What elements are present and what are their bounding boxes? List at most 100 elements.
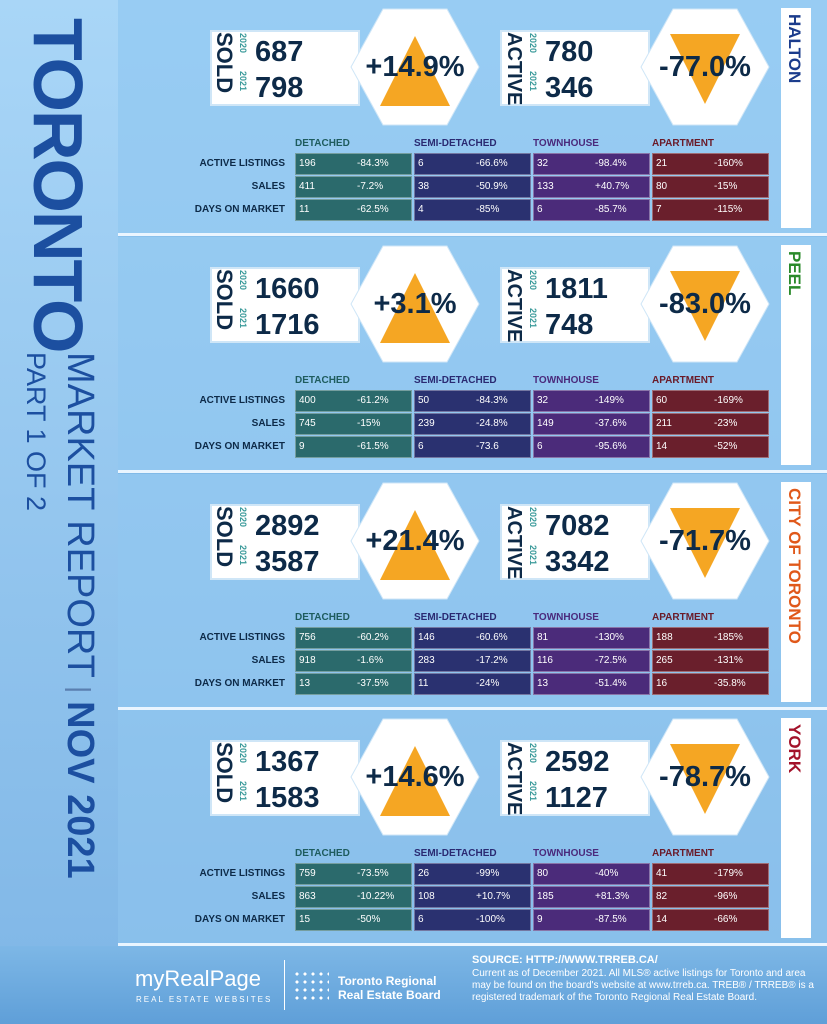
cell-bg	[295, 199, 412, 221]
cell-value: 15	[299, 914, 311, 925]
cell-bg	[533, 627, 650, 649]
column-header: TOWNHOUSE	[533, 848, 599, 859]
year-label: 2021	[238, 781, 248, 802]
hexagon	[350, 482, 480, 600]
brand: myRealPage	[135, 966, 261, 991]
cell-bg	[414, 886, 531, 908]
cell-change: -169%	[714, 395, 743, 406]
cell-change: -84.3%	[357, 158, 389, 169]
year-label: 2021	[528, 781, 538, 802]
hexagon	[350, 245, 480, 363]
active-value: 2592	[545, 746, 610, 778]
cell-bg	[652, 176, 769, 198]
column-header: SEMI-DETACHED	[414, 138, 497, 149]
cell-change: -98.4%	[595, 158, 627, 169]
cell-bg	[533, 673, 650, 695]
hexagon	[350, 8, 480, 126]
active-label: ACTIVE	[503, 269, 525, 343]
cell-change: -61.5%	[357, 441, 389, 452]
cell-value: 211	[656, 418, 672, 429]
cell-value: 9	[299, 441, 305, 452]
column-header: SEMI-DETACHED	[414, 375, 497, 386]
cell-change: -15%	[357, 418, 381, 429]
region-tab: CITY OF TORONTO	[781, 482, 811, 702]
sold-box	[210, 504, 360, 580]
cell-bg	[533, 650, 650, 672]
cell-value: 13	[537, 678, 549, 689]
active-box	[500, 504, 650, 580]
cell-change: -7.2%	[357, 181, 384, 192]
column-header: DETACHED	[295, 848, 350, 859]
year-label: 2021	[528, 308, 538, 329]
cell-change: -10.22%	[357, 891, 395, 902]
active-change: -77.0%	[659, 51, 751, 83]
sold-change: +14.6%	[365, 761, 465, 793]
cell-value: 60	[656, 395, 668, 406]
cell-bg	[414, 673, 531, 695]
cell-bg	[414, 153, 531, 175]
year-label: 2020	[528, 507, 538, 528]
cell-bg	[295, 390, 412, 412]
cell-value: 146	[418, 632, 435, 643]
column-header: SEMI-DETACHED	[414, 848, 497, 859]
cell-bg	[414, 413, 531, 435]
cell-change: +10.7%	[476, 891, 511, 902]
active-value: 7082	[545, 510, 610, 542]
hexagon	[640, 245, 770, 363]
cell-bg	[533, 199, 650, 221]
cell-change: -60.6%	[476, 632, 508, 643]
row-label: DAYS ON MARKET	[194, 678, 285, 689]
row-label: ACTIVE LISTINGS	[199, 395, 285, 406]
trend-arrow	[380, 510, 450, 580]
cell-bg	[414, 909, 531, 931]
year-label: 2020	[528, 743, 538, 764]
column-header: TOWNHOUSE	[533, 612, 599, 623]
year-label: 2020	[238, 33, 248, 54]
cell-change: -131%	[714, 655, 743, 666]
cell-value: 6	[418, 914, 424, 925]
cell-change: -37.6%	[595, 418, 627, 429]
year-label: 2021	[528, 71, 538, 92]
hexagon	[640, 8, 770, 126]
cell-bg	[652, 886, 769, 908]
cell-value: 918	[299, 655, 316, 666]
trend-arrow	[670, 271, 740, 341]
cell-change: -115%	[714, 204, 743, 215]
region-tab: YORK	[781, 718, 811, 938]
footer-bg	[0, 946, 827, 1024]
row-label: SALES	[251, 891, 285, 902]
sold-change: +14.9%	[365, 51, 465, 83]
cell-change: +40.7%	[595, 181, 630, 192]
sold-value: 1367	[255, 746, 320, 778]
trend-arrow	[380, 273, 450, 343]
cell-change: -84.3%	[476, 395, 508, 406]
region-name: PEEL	[785, 251, 804, 296]
cell-change: -62.5%	[357, 204, 389, 215]
cell-bg	[652, 436, 769, 458]
row-label: ACTIVE LISTINGS	[199, 868, 285, 879]
row-label: ACTIVE LISTINGS	[199, 158, 285, 169]
cell-bg	[414, 650, 531, 672]
sold-box	[210, 30, 360, 106]
sidebar-part: PART 1 OF 2	[21, 352, 51, 512]
cell-value: 265	[656, 655, 673, 666]
sold-label: SOLD	[212, 32, 237, 94]
cell-value: 759	[299, 868, 316, 879]
cell-change: -100%	[476, 914, 505, 925]
year-label: 2020	[238, 743, 248, 764]
cell-value: 745	[299, 418, 316, 429]
sold-label: SOLD	[212, 742, 237, 804]
column-header: DETACHED	[295, 612, 350, 623]
cell-change: -95.6%	[595, 441, 627, 452]
region-name: YORK	[785, 724, 804, 774]
cell-bg	[533, 863, 650, 885]
sold-value: 1716	[255, 309, 320, 341]
year-label: 2021	[528, 545, 538, 566]
active-value: 1811	[545, 273, 608, 305]
cell-bg	[652, 673, 769, 695]
cell-value: 38	[418, 181, 430, 192]
cell-bg	[533, 909, 650, 931]
column-header: APARTMENT	[652, 848, 715, 859]
cell-value: 50	[418, 395, 430, 406]
